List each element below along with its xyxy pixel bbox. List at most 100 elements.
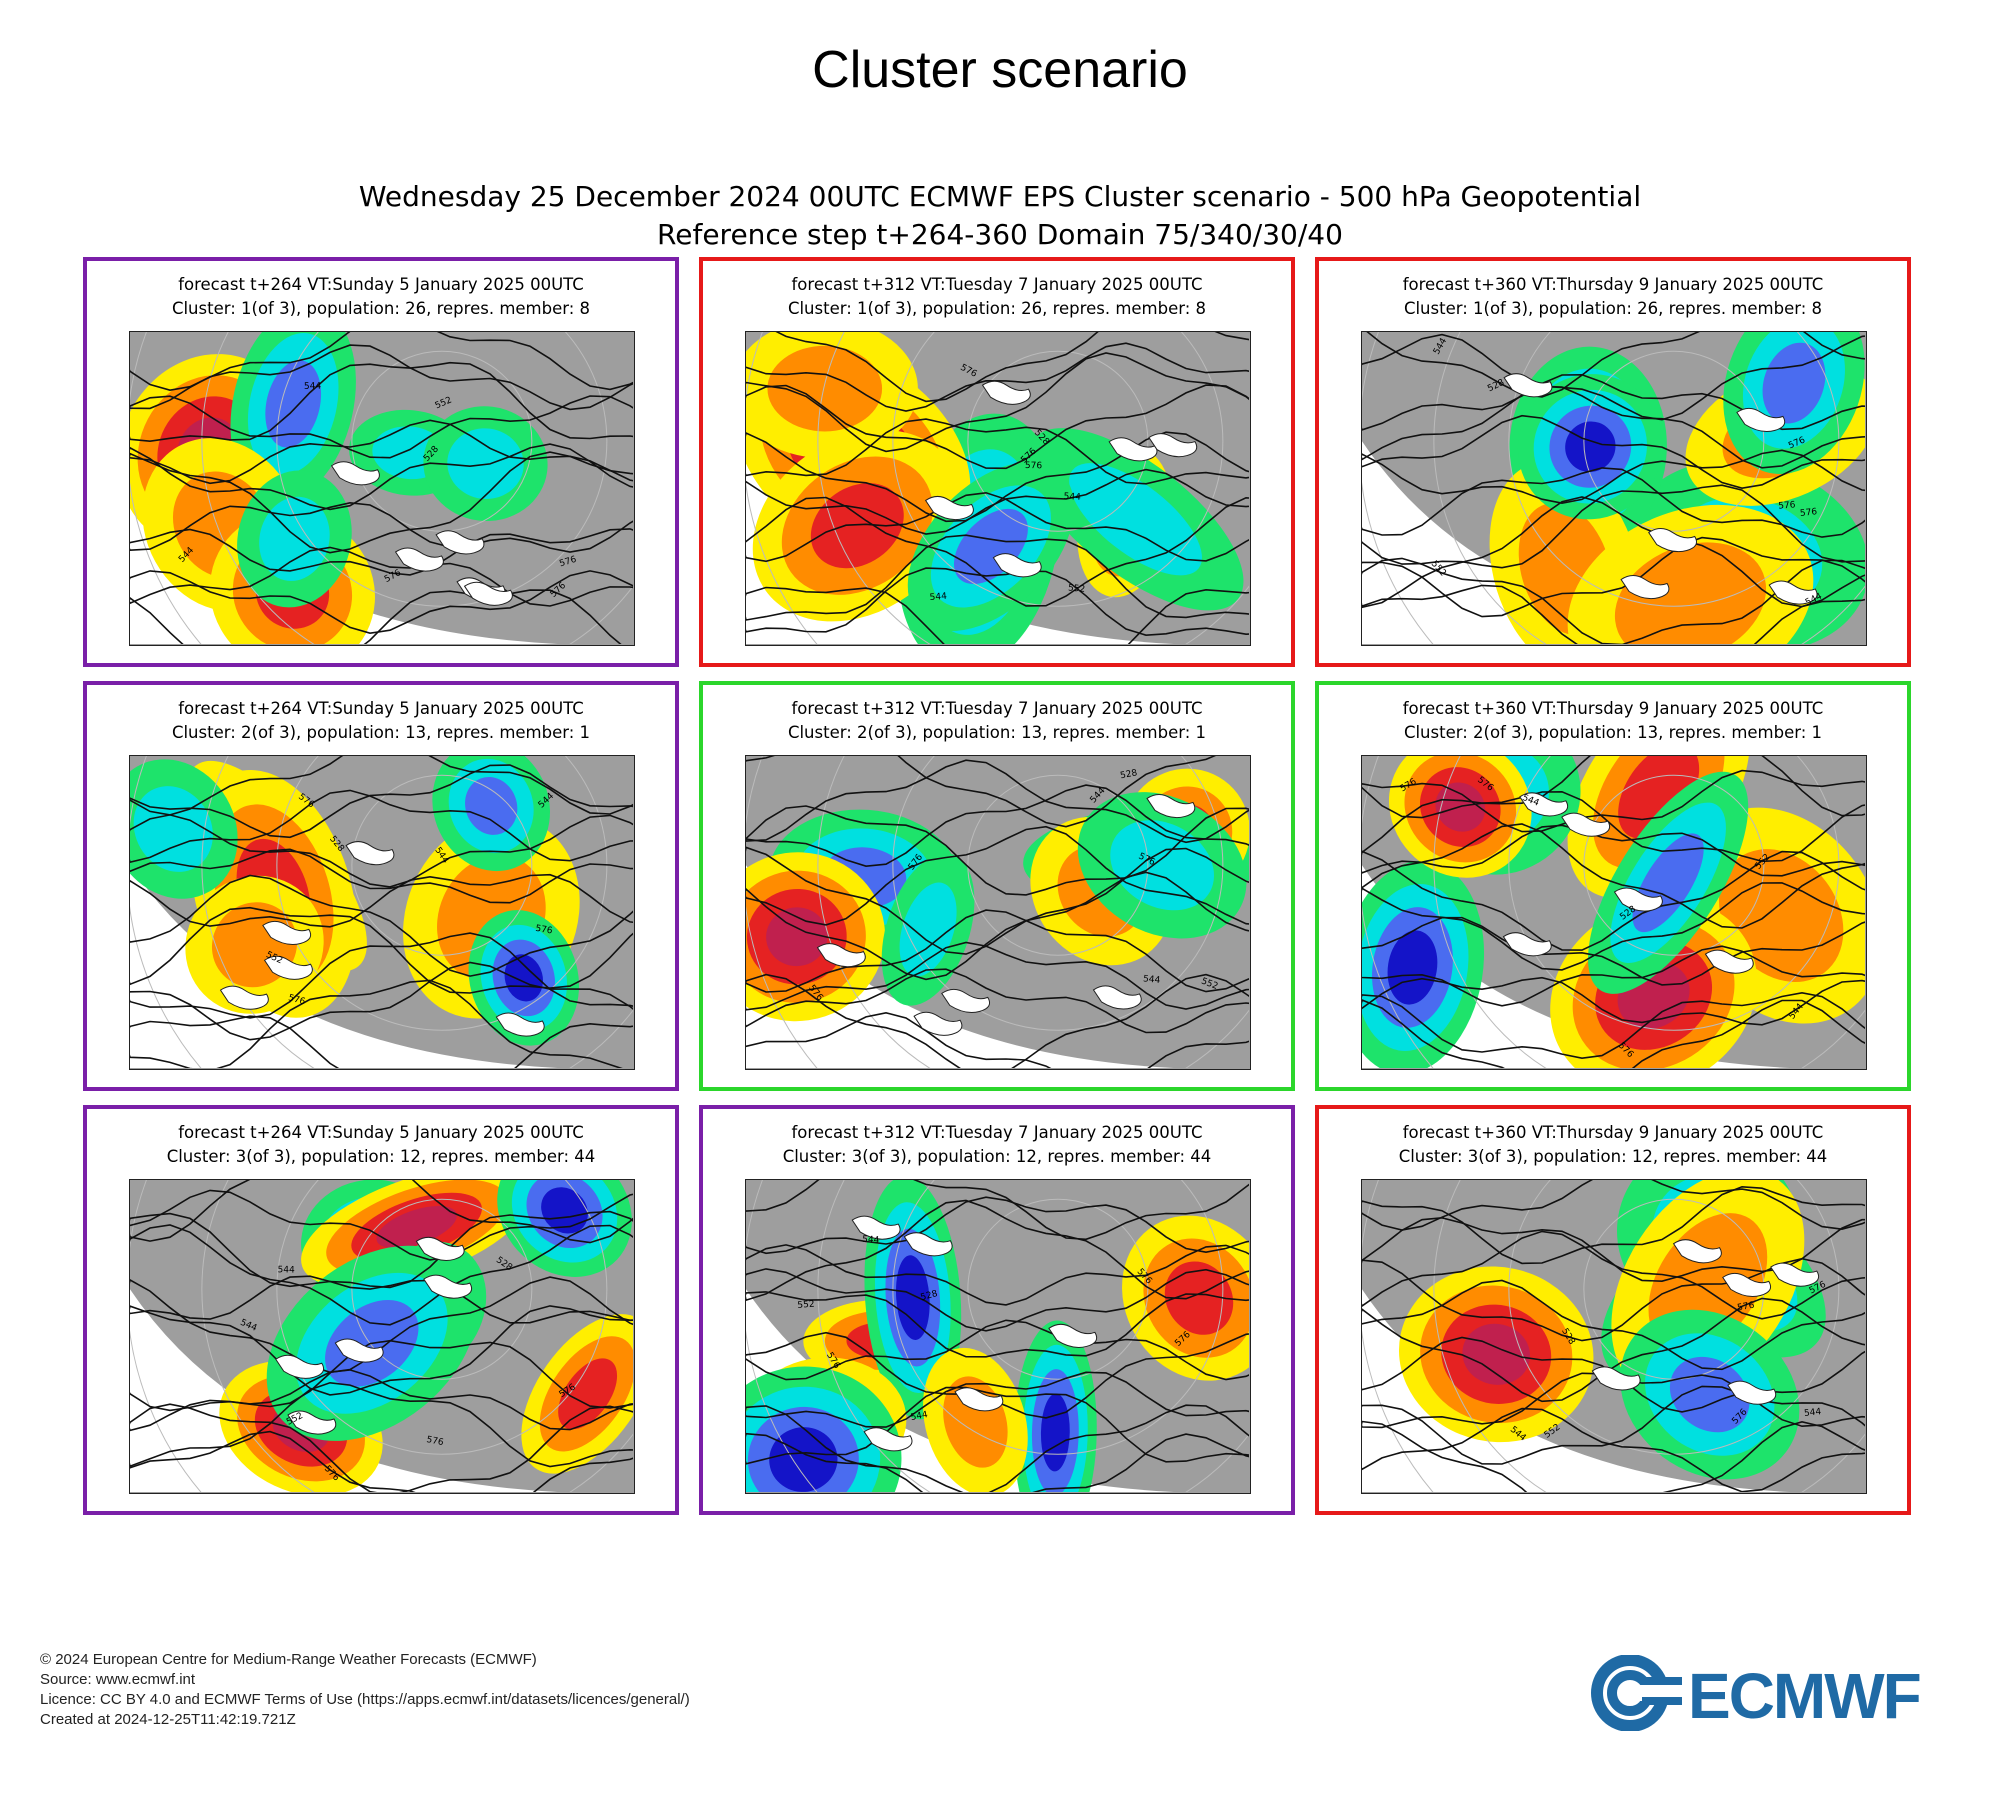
anomaly-blob-7-level-4 — [1565, 421, 1616, 472]
geopotential-contour-5 — [130, 419, 633, 485]
geopotential-contour-11 — [746, 1404, 1249, 1492]
coastline-5 — [1768, 580, 1818, 605]
geopotential-contour-7 — [130, 1305, 633, 1396]
geopotential-contour-6 — [1362, 1279, 1865, 1371]
geopotential-contour-7 — [130, 874, 633, 977]
coastline-2 — [1146, 793, 1196, 819]
contour-label-1: 576 — [426, 1435, 445, 1448]
coastline-1 — [903, 1232, 953, 1257]
panel-header: forecast t+312 VT:Tuesday 7 January 2025… — [703, 273, 1291, 325]
geopotential-contour-8 — [130, 501, 633, 553]
cluster-panel-1: forecast t+264 VT:Sunday 5 January 2025 … — [83, 257, 679, 667]
contour-label-1: 576 — [1800, 507, 1818, 519]
geopotential-map: 576 552 528 544 576 576 544 — [745, 1179, 1251, 1494]
geopotential-contour-1 — [746, 756, 1217, 828]
geopotential-contour-2 — [746, 1196, 1249, 1255]
coastline-2 — [1503, 373, 1553, 398]
geopotential-map: 576 552 528 544 576 576 544 — [1361, 755, 1867, 1070]
panel-forecast-title: forecast t+264 VT:Sunday 5 January 2025 … — [178, 699, 584, 718]
cluster-panel-6: forecast t+360 VT:Thursday 9 January 202… — [1315, 681, 1911, 1091]
geopotential-contour-6 — [130, 873, 633, 928]
latitude-circle-1 — [351, 774, 533, 956]
latitude-circle-1 — [351, 350, 533, 532]
contour-label-6: 576 — [1025, 461, 1043, 471]
contour-label-4: 544 — [277, 1265, 295, 1275]
geopotential-map: 576 552 528 544 576 576 544 — [1361, 1179, 1867, 1494]
geopotential-map: 576 552 528 544 576 576 544 — [129, 1179, 635, 1494]
geopotential-contour-9 — [130, 932, 633, 1019]
panel-forecast-title: forecast t+264 VT:Sunday 5 January 2025 … — [178, 275, 584, 294]
contour-label-2: 552 — [797, 1299, 815, 1310]
anomaly-blob-2-level-4 — [895, 1255, 930, 1340]
coastline-1 — [1561, 812, 1611, 837]
projection-background — [746, 865, 1174, 1068]
figure-title-line-1: Wednesday 25 December 2024 00UTC ECMWF E… — [358, 180, 1642, 213]
coastline-1 — [1648, 528, 1697, 553]
geopotential-contour-11 — [130, 1403, 633, 1492]
ecmwf-logo: ECMWF — [1590, 1654, 1970, 1732]
geopotential-contour-8 — [130, 1339, 633, 1412]
geopotential-contour-11 — [746, 973, 1249, 1068]
geopotential-contour-12 — [1362, 1420, 1865, 1492]
coastline-5 — [851, 1215, 901, 1240]
logo-wordmark: ECMWF — [1688, 1660, 1920, 1731]
panel-forecast-title: forecast t+360 VT:Thursday 9 January 202… — [1402, 1123, 1824, 1142]
coastline-2 — [262, 920, 312, 945]
panel-header: forecast t+360 VT:Thursday 9 January 202… — [1319, 1121, 1907, 1173]
geopotential-contour-3 — [130, 789, 633, 864]
latitude-circle-2 — [892, 1180, 1224, 1455]
latitude-circle-2 — [1508, 756, 1840, 1031]
geopotential-contour-12 — [130, 1015, 633, 1068]
geopotential-contour-1 — [1362, 1180, 1865, 1231]
coastline-5 — [495, 1012, 545, 1037]
cluster-panel-4: forecast t+264 VT:Sunday 5 January 2025 … — [83, 681, 679, 1091]
panel-header: forecast t+264 VT:Sunday 5 January 2025 … — [87, 1121, 675, 1173]
contour-label-4: 544 — [910, 1410, 929, 1423]
contour-label-4: 544 — [1063, 492, 1081, 503]
panel-cluster-subtitle: Cluster: 1(of 3), population: 26, repres… — [787, 299, 1207, 318]
contour-label-2: 552 — [1068, 583, 1086, 594]
geopotential-contour-6 — [1362, 449, 1865, 505]
coastline-4 — [992, 553, 1042, 578]
panel-forecast-title: forecast t+312 VT:Tuesday 7 January 2025… — [791, 1123, 1203, 1142]
geopotential-contour-10 — [1362, 1385, 1865, 1465]
cluster-panel-2: forecast t+312 VT:Tuesday 7 January 2025… — [699, 257, 1295, 667]
latitude-circle-2 — [276, 1180, 608, 1455]
geopotential-contour-9 — [130, 528, 633, 576]
geopotential-contour-5 — [1362, 823, 1865, 929]
latitude-circle-3 — [201, 756, 633, 1068]
coastline-2 — [954, 1387, 1004, 1412]
anomaly-blob-4-level-3 — [465, 776, 518, 835]
geopotential-contour-4 — [1362, 824, 1865, 877]
latitude-circle-1 — [1583, 774, 1765, 956]
coastline-4 — [816, 943, 866, 968]
logo-bar-1 — [1642, 1677, 1682, 1685]
geopotential-contour-6 — [746, 846, 1249, 955]
latitude-circle-3 — [817, 756, 1249, 1068]
cluster-panel-grid: forecast t+264 VT:Sunday 5 January 2025 … — [83, 257, 1911, 1515]
geopotential-contour-7 — [746, 468, 1249, 535]
anomaly-blob-7-level-2 — [899, 882, 957, 977]
panel-cluster-subtitle: Cluster: 3(of 3), population: 12, repres… — [1398, 1147, 1828, 1166]
contour-label-5: 576 — [959, 363, 979, 380]
panel-header: forecast t+312 VT:Tuesday 7 January 2025… — [703, 697, 1291, 749]
coastline-3 — [924, 495, 974, 521]
panel-header: forecast t+360 VT:Thursday 9 January 202… — [1319, 697, 1907, 749]
ecmwf-logo-icon: ECMWF — [1591, 1654, 1922, 1732]
geopotential-contour-5 — [746, 825, 1249, 926]
geopotential-contour-9 — [746, 496, 1249, 607]
geopotential-contour-10 — [746, 534, 1249, 621]
coastline-4 — [345, 841, 395, 866]
contour-label-3: 528 — [920, 1289, 939, 1303]
coastline-4 — [1519, 792, 1569, 817]
panel-forecast-title: forecast t+360 VT:Thursday 9 January 202… — [1402, 699, 1824, 718]
latitude-circle-2 — [892, 332, 1224, 607]
coastline-2 — [1727, 1380, 1777, 1405]
geopotential-contour-8 — [1362, 916, 1865, 986]
figure-title-line-2: Reference step t+264-360 Domain 75/340/3… — [657, 218, 1343, 251]
geopotential-contour-2 — [130, 344, 633, 411]
